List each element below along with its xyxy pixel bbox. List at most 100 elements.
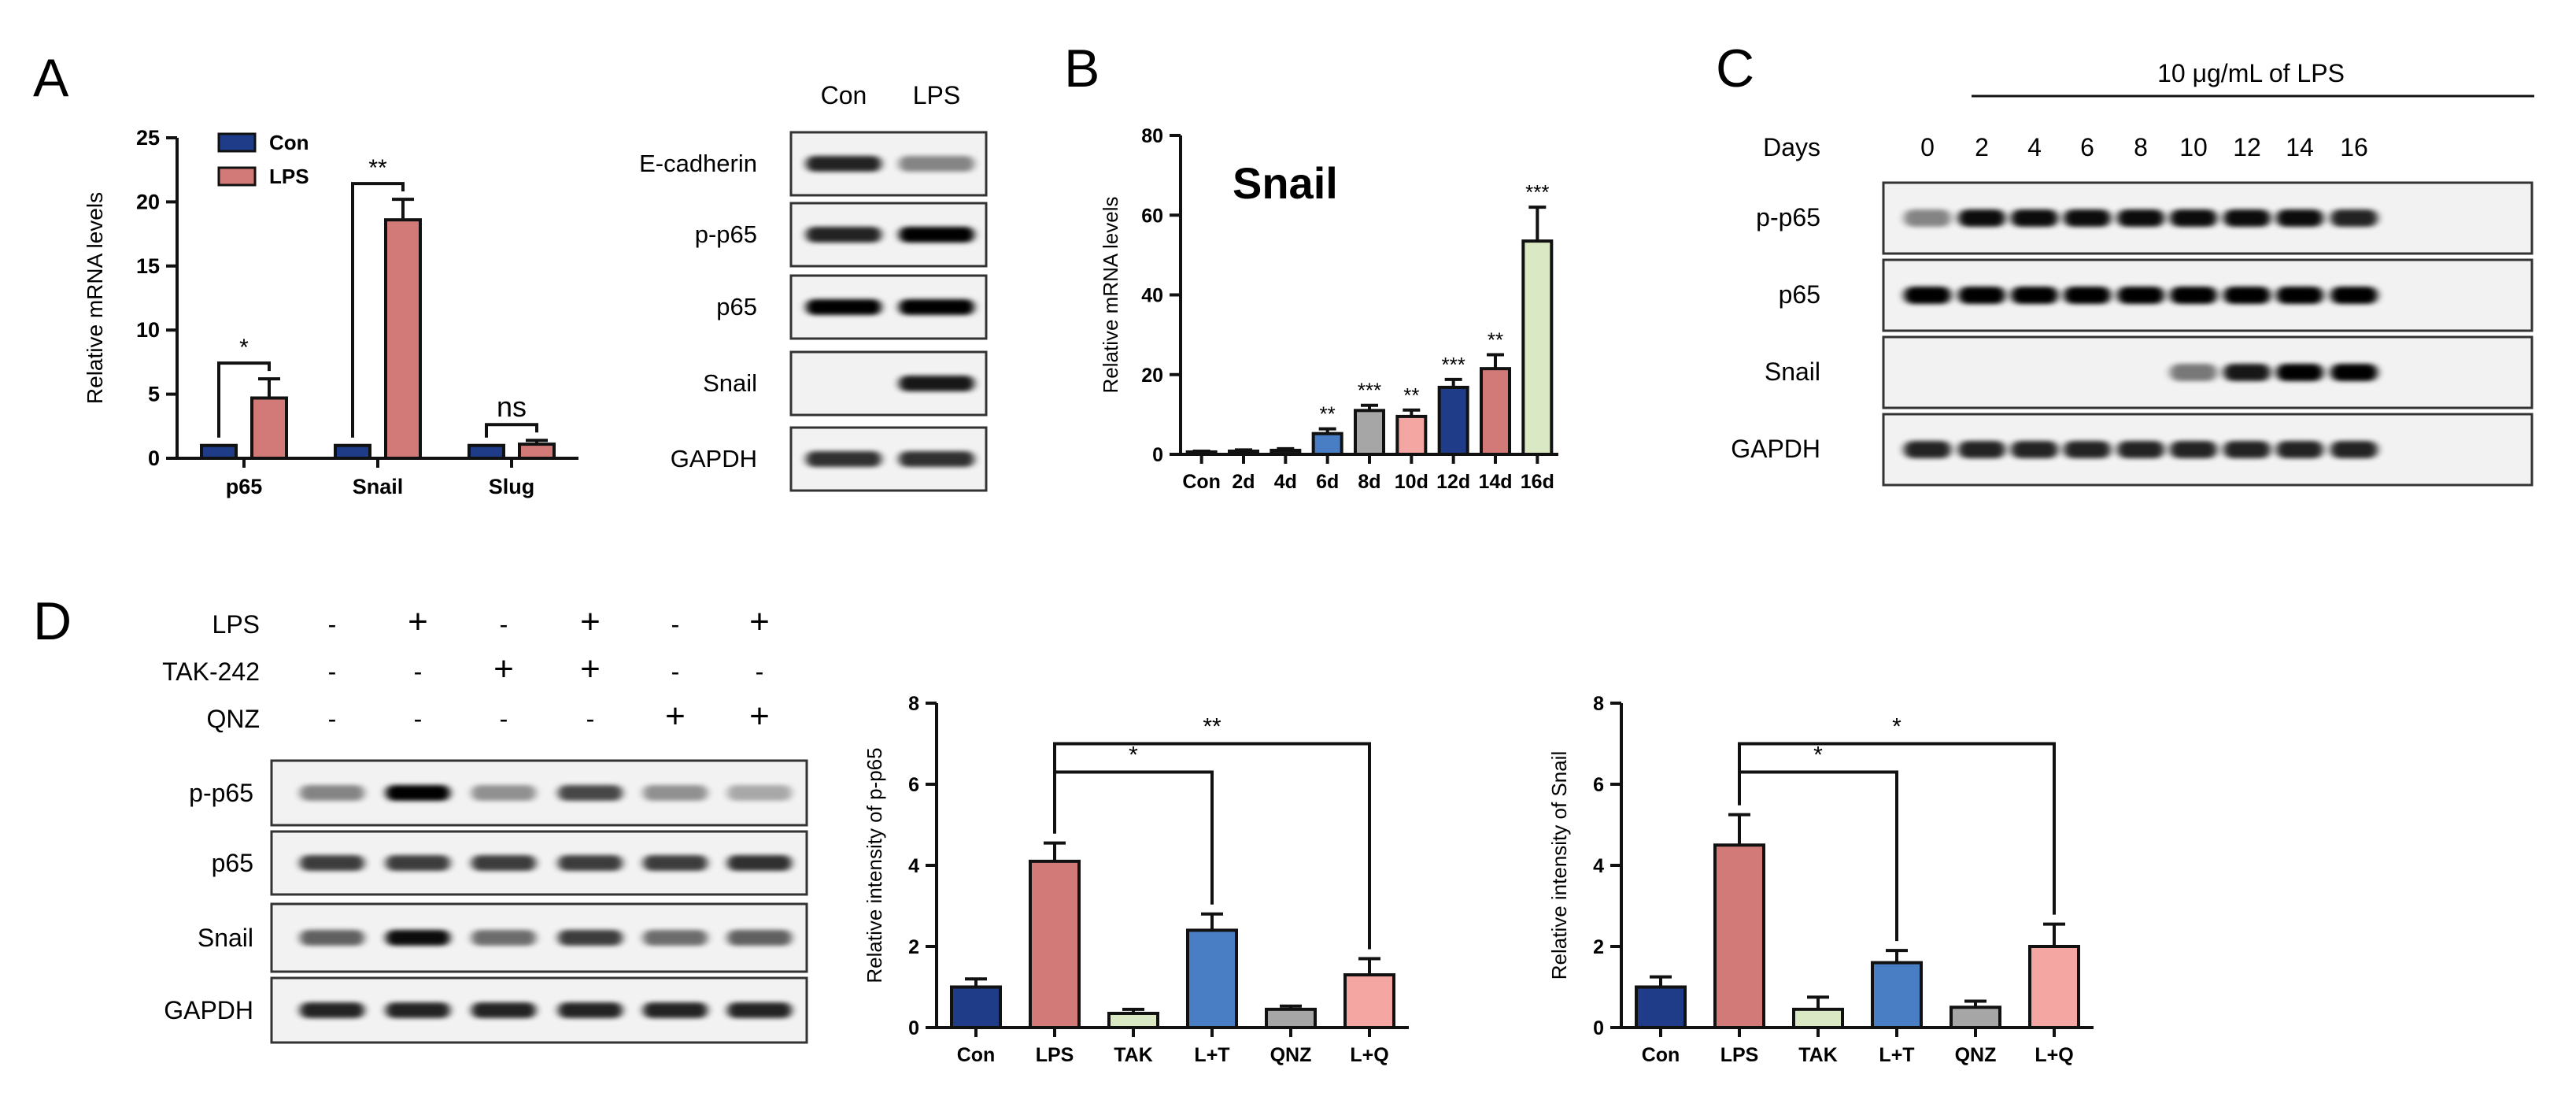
treatment-sign: -	[414, 705, 423, 733]
lane-label: LPS	[913, 81, 960, 109]
treatment-sign: +	[665, 697, 686, 735]
chart-d-p-p65: 0 2 4 6 8 Relative intensity of p-p65 Con LPS TA…	[863, 693, 1409, 1066]
bar	[1265, 1007, 1317, 1029]
x-tick-label: 4d	[1274, 471, 1297, 493]
lane-label: 10	[2179, 133, 2208, 161]
y-axis-label: Relative intensity of Snail	[1547, 751, 1571, 980]
x-tick-label: QNZ	[1270, 1044, 1312, 1066]
blot-band	[300, 1002, 364, 1018]
blot-row-label: Snail	[198, 924, 253, 952]
bar	[1354, 409, 1385, 456]
blot-row-label: p-p65	[189, 779, 253, 807]
blot-band	[386, 785, 450, 801]
y-tick-label: 0	[908, 1017, 919, 1039]
blot-band	[643, 785, 708, 801]
bar	[1107, 1011, 1159, 1029]
bar	[468, 443, 505, 460]
y-tick-label: 5	[148, 383, 160, 406]
blot-band	[2117, 287, 2164, 304]
bar	[1437, 385, 1469, 457]
bar	[518, 443, 556, 460]
blot-band	[558, 1002, 623, 1018]
blot-row-label: p-p65	[695, 220, 757, 248]
treatment-sign: +	[580, 602, 601, 641]
chart-title: Snail	[1233, 158, 1338, 208]
blot-band	[899, 376, 974, 391]
blot-c: 10 μg/mL of LPS Days 0 2 4 6 8 10 12 14 16 p-p65 p65…	[1731, 59, 2534, 487]
treatment-label: QNZ	[206, 705, 260, 733]
blot-band	[2223, 364, 2271, 381]
x-tick-label: TAK	[1798, 1044, 1838, 1066]
y-axis-label: Relative mRNA levels	[83, 192, 107, 404]
blot-band	[2276, 209, 2323, 227]
y-tick-label: 2	[1593, 936, 1604, 958]
treatment-sign: +	[493, 650, 514, 688]
lane-label: 16	[2340, 133, 2368, 161]
y-tick-label: 20	[136, 190, 160, 213]
x-tick-label: LPS	[1036, 1044, 1074, 1066]
blot-band	[899, 299, 974, 315]
blot-band	[806, 156, 881, 172]
blot-band	[2117, 209, 2164, 227]
blot-band	[806, 227, 881, 243]
x-tick-label: TAK	[1114, 1044, 1153, 1066]
bar	[384, 218, 422, 460]
bar	[950, 985, 1002, 1029]
blot-row-label: GAPDH	[1731, 435, 1820, 463]
bar	[1029, 859, 1081, 1029]
blot-band	[2276, 441, 2323, 458]
treatment-sign: -	[328, 705, 337, 733]
blot-row-label: Snail	[703, 369, 757, 397]
y-axis-label: Relative intensity of p-p65	[863, 747, 886, 983]
blot-band	[558, 855, 623, 871]
treatment-sign: -	[500, 705, 508, 733]
blot-band	[806, 299, 881, 315]
treatment-sign: -	[671, 610, 680, 639]
blot-band	[643, 1002, 708, 1018]
blot-band	[727, 855, 792, 871]
bar	[334, 443, 371, 460]
blot-row-label: p-p65	[1756, 203, 1820, 231]
treatment-sign: -	[756, 657, 764, 686]
treatment-header: 10 μg/mL of LPS	[2157, 59, 2345, 87]
lane-label: 0	[1920, 133, 1935, 161]
bar	[1713, 843, 1765, 1029]
significance-label: *	[239, 335, 249, 361]
bar	[1521, 239, 1554, 456]
significance-label: ***	[1525, 180, 1549, 204]
blot-band	[806, 451, 881, 467]
blot-row-label: p65	[716, 293, 757, 320]
y-tick-label: 0	[1152, 444, 1163, 466]
lane-label: 4	[2027, 133, 2042, 161]
x-tick-label: L+Q	[1350, 1044, 1388, 1066]
significance-label: *	[1892, 714, 1902, 740]
blot-band	[2276, 287, 2323, 304]
blot-band	[300, 855, 364, 871]
blot-band	[643, 855, 708, 871]
x-tick-label: Con	[1182, 471, 1221, 493]
blot-a: Con LPS E-cadherin p-p65 p65 Snail GAPDH	[639, 81, 988, 492]
bar	[1635, 985, 1687, 1029]
blot-band	[2117, 441, 2164, 458]
blot-band	[2064, 209, 2111, 227]
x-tick-label: 8d	[1358, 471, 1380, 493]
blot-row-label: GAPDH	[164, 996, 253, 1024]
treatment-sign: +	[408, 602, 428, 641]
lane-label: 12	[2233, 133, 2261, 161]
treatment-sign: +	[749, 697, 770, 735]
blot-band	[899, 156, 974, 172]
blot-row-label: p65	[1779, 280, 1820, 309]
blot-band	[2170, 287, 2217, 304]
blot-band	[899, 227, 974, 243]
treatment-label: TAK-242	[162, 657, 260, 686]
blot-band	[2330, 364, 2378, 381]
x-tick-label: 2d	[1232, 471, 1255, 493]
blot-band	[2223, 209, 2271, 227]
panel-label-a: A	[33, 48, 69, 108]
blot-band	[300, 930, 364, 946]
blot-band	[2011, 441, 2058, 458]
bar	[1480, 367, 1511, 456]
blot-band	[1904, 287, 1951, 304]
significance-bracket	[217, 361, 271, 438]
blot-band	[2170, 364, 2217, 381]
